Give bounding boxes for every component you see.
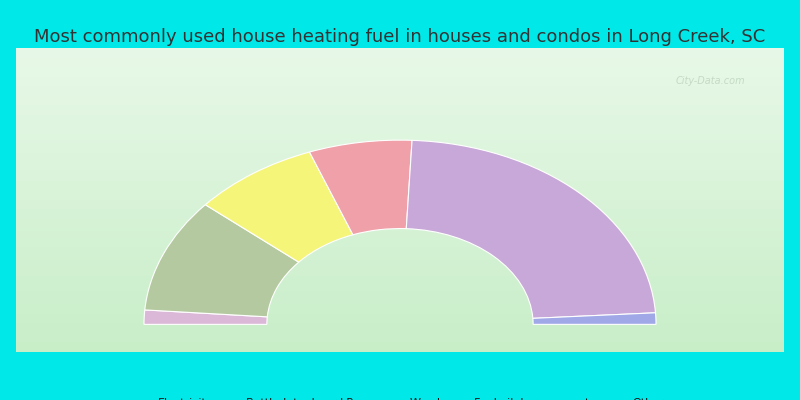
Wedge shape (533, 313, 656, 324)
Wedge shape (406, 140, 655, 318)
Wedge shape (206, 152, 353, 262)
Wedge shape (310, 140, 412, 235)
Wedge shape (144, 310, 267, 324)
Text: City-Data.com: City-Data.com (676, 76, 746, 86)
Text: Most commonly used house heating fuel in houses and condos in Long Creek, SC: Most commonly used house heating fuel in… (34, 28, 766, 46)
Wedge shape (145, 205, 298, 317)
Legend: Electricity, Bottled, tank, or LP gas, Wood, Fuel oil, kerosene, etc., Other: Electricity, Bottled, tank, or LP gas, W… (130, 391, 670, 400)
